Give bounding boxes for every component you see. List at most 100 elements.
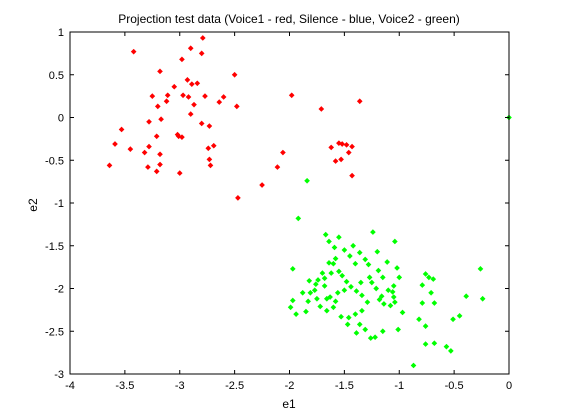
axes-layer: -4 -3.5 -3 -2.5 -2 -1.5 -1 -0.5 0 -3 -2.5 -2 -1.5 -1 -…: [45, 27, 512, 392]
data-point-series-2-96: [311, 287, 318, 294]
data-point-series-1-14: [164, 92, 171, 99]
data-point-series-2-37: [370, 229, 376, 235]
data-point-series-2-29: [339, 272, 346, 279]
data-point-series-1-54: [328, 144, 335, 151]
data-point-series-2-81: [431, 340, 438, 347]
data-point-series-2-21: [322, 231, 329, 238]
plot-area: [70, 32, 509, 374]
data-point-series-2-95: [323, 295, 330, 302]
data-point-series-2-22: [326, 238, 332, 245]
data-point-series-1-1: [130, 48, 137, 55]
data-point-series-2-99: [358, 279, 364, 286]
data-point-series-2-97: [328, 270, 335, 276]
data-point-series-1-16: [191, 101, 197, 108]
data-point-series-1-35: [112, 141, 118, 147]
data-point-series-2-44: [385, 287, 392, 294]
data-point-series-1-47: [235, 195, 241, 201]
data-point-series-1-43: [153, 168, 160, 175]
data-point-series-1-59: [338, 156, 344, 163]
data-point-series-1-11: [194, 80, 201, 87]
data-point-series-2-101: [379, 274, 386, 281]
data-point-series-2-4: [289, 266, 296, 272]
data-point-series-1-36: [127, 146, 134, 152]
data-point-series-2-36: [362, 256, 369, 263]
data-point-series-2-35: [356, 249, 363, 256]
data-point-series-2-63: [399, 309, 406, 316]
data-point-series-2-84: [450, 316, 456, 323]
data-point-series-2-20: [338, 313, 344, 320]
data-point-series-1-29: [175, 133, 182, 140]
data-point-series-2-74: [428, 289, 434, 296]
data-point-series-1-3: [171, 83, 178, 90]
data-point-series-1-48: [259, 182, 265, 188]
data-point-series-2-27: [352, 260, 359, 267]
data-point-series-2-30: [343, 278, 350, 285]
y-tick-label-2: -2.5: [45, 326, 64, 338]
x-tick-label-8: -0.5: [445, 380, 464, 392]
data-point-series-2-87: [479, 295, 486, 302]
y-tick-label-7: 0: [58, 113, 64, 125]
x-axis-label: e1: [282, 397, 296, 411]
data-point-series-2-45: [390, 283, 397, 289]
y-tick-label-4: -1.5: [45, 241, 64, 253]
data-point-series-1-44: [176, 170, 183, 176]
data-point-series-2-61: [395, 326, 401, 333]
data-point-series-2-26: [347, 253, 353, 259]
data-point-series-2-52: [364, 299, 371, 306]
data-point-series-1-7: [199, 35, 206, 41]
data-point-series-1-58: [349, 143, 355, 150]
data-point-series-1-25: [198, 120, 205, 127]
data-point-series-1-18: [202, 93, 208, 99]
data-point-series-2-59: [372, 334, 378, 341]
data-point-series-1-2: [157, 68, 163, 75]
data-point-series-2-18: [323, 307, 330, 314]
data-point-series-2-91: [344, 321, 351, 328]
data-point-series-2-54: [352, 311, 359, 317]
y-tick-label-5: -1: [54, 198, 64, 210]
data-point-series-2-68: [326, 260, 332, 266]
data-point-series-2-8: [293, 311, 299, 317]
data-point-series-2-79: [416, 316, 422, 323]
x-tick-label-9: 0: [506, 380, 512, 392]
data-point-series-2-62: [392, 299, 398, 306]
data-point-series-2-90: [353, 330, 360, 336]
data-point-series-2-14: [314, 295, 320, 302]
data-point-series-2-58: [367, 335, 374, 341]
data-point-series-2-10: [307, 289, 314, 296]
data-points-layer: [106, 35, 512, 369]
data-point-series-2-51: [376, 296, 383, 303]
data-point-series-2-48: [390, 294, 397, 300]
data-point-series-1-12: [180, 92, 186, 99]
chart-title: Projection test data (Voice1 - red, Sile…: [118, 12, 460, 26]
data-point-series-2-6: [299, 289, 306, 296]
x-tick-label-4: -2.5: [225, 380, 244, 392]
data-point-series-1-32: [205, 145, 212, 152]
data-point-series-2-73: [430, 276, 437, 282]
data-point-series-2-49: [387, 302, 394, 309]
data-point-series-1-37: [141, 149, 148, 156]
data-point-series-2-17: [317, 303, 324, 310]
x-tick-label-3: -3: [175, 380, 185, 392]
y-axis-label: e2: [26, 198, 40, 212]
data-point-series-1-42: [145, 164, 151, 170]
data-point-series-1-23: [154, 103, 161, 110]
data-point-series-2-86: [463, 293, 470, 300]
data-point-series-2-28: [336, 268, 342, 275]
data-point-series-2-47: [396, 274, 403, 281]
data-point-series-2-34: [350, 242, 356, 249]
data-point-series-1-21: [231, 71, 238, 78]
data-point-series-2-64: [392, 238, 398, 245]
data-point-series-2-56: [356, 321, 363, 328]
data-point-series-1-56: [339, 141, 346, 147]
x-tick-label-5: -2: [285, 380, 295, 392]
data-point-series-2-16: [332, 298, 339, 305]
data-point-series-2-33: [359, 292, 365, 299]
data-point-series-1-8: [198, 50, 205, 57]
data-point-series-1-24: [158, 116, 164, 123]
data-point-series-2-98: [341, 287, 348, 294]
data-point-series-2-76: [431, 300, 438, 306]
data-point-series-2-19: [330, 304, 337, 311]
data-point-series-2-57: [362, 326, 369, 333]
data-point-series-2-13: [321, 275, 328, 282]
data-point-series-2-24: [336, 234, 342, 241]
